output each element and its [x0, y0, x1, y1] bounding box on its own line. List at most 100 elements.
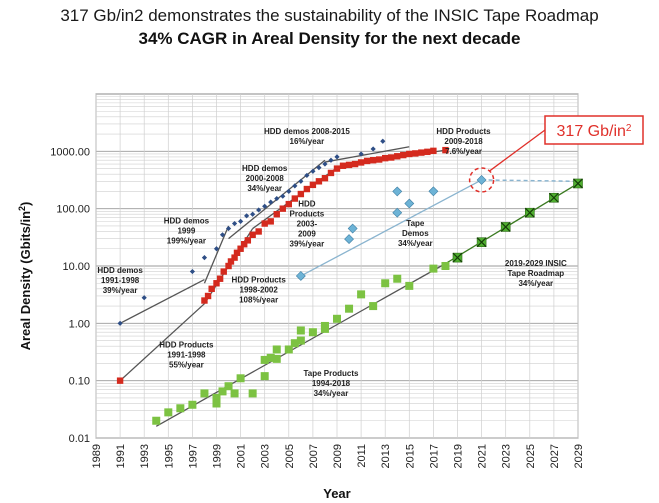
annotation-line: 2003- [297, 219, 318, 228]
data-point [394, 153, 401, 160]
data-point [351, 160, 359, 168]
data-point [296, 326, 305, 335]
y-tick-label: 1.00 [69, 318, 90, 330]
y-axis-label-sup: 2 [17, 206, 27, 211]
data-point [412, 150, 419, 157]
x-tick-label: 2013 [380, 444, 392, 468]
annotation-line: HDD Products [232, 275, 287, 284]
data-point-mark [573, 178, 583, 189]
data-point [152, 416, 161, 425]
annotation-line: 34%/year [314, 389, 349, 398]
data-point [189, 268, 195, 275]
annotation-line: Tape Products [303, 369, 359, 378]
data-point [244, 213, 250, 219]
data-point [333, 314, 341, 323]
data-point [321, 174, 329, 182]
data-point [218, 387, 227, 396]
annotation-line: 1991-1998 [101, 276, 140, 285]
data-point [429, 264, 438, 273]
trend-line [203, 225, 230, 284]
annotation-line: HDD demos [97, 266, 143, 275]
data-point [225, 225, 232, 232]
data-point [273, 211, 280, 218]
data-point [225, 262, 232, 270]
data-point [268, 199, 274, 205]
data-point [476, 175, 487, 185]
data-point [369, 157, 377, 164]
annotation-label: HDD demos 1991-1998 39%/year [97, 266, 143, 295]
data-point [236, 374, 245, 383]
data-point [250, 211, 256, 217]
data-point [249, 231, 256, 239]
trend-line [481, 179, 579, 183]
data-point [266, 353, 275, 362]
data-point [327, 169, 335, 177]
y-axis-label: Areal Density (Gbits/in2) [17, 202, 33, 351]
data-point [345, 304, 354, 313]
data-point [213, 246, 220, 252]
data-point [405, 281, 414, 290]
data-point [382, 154, 389, 162]
data-point [284, 345, 293, 354]
annotation-line: 7.6%/year [445, 147, 482, 156]
data-point [141, 295, 147, 301]
data-point [272, 354, 281, 363]
x-tick-label: 2021 [477, 444, 489, 468]
annotation-line: Products [290, 209, 325, 218]
x-tick-label: 2025 [525, 444, 537, 468]
data-point [237, 245, 244, 252]
data-point [392, 186, 403, 197]
data-point [256, 207, 262, 213]
annotation-line: 34%/year [518, 279, 553, 288]
grid [95, 93, 579, 439]
x-tick-label: 2017 [428, 444, 440, 468]
data-point [381, 279, 390, 288]
data-point [347, 223, 358, 234]
data-point [164, 408, 173, 417]
data-point [328, 157, 334, 163]
data-point [176, 404, 185, 413]
data-point [315, 178, 323, 185]
x-tick-label: 1999 [212, 444, 224, 468]
data-point [428, 186, 439, 197]
annotation-label: HDD Products 1998-2002 108%/year [232, 275, 287, 304]
data-point [244, 237, 252, 244]
chart-title: 317 Gb/in2 demonstrates the sustainabili… [60, 6, 599, 25]
annotation-line: 1999 [177, 227, 195, 236]
data-point [238, 218, 244, 224]
annotation-line: 2000-2008 [246, 174, 285, 183]
x-tick-label: 2029 [573, 444, 585, 468]
data-point-mark [452, 252, 463, 263]
data-point [334, 154, 340, 160]
x-tick-label: 2009 [332, 444, 344, 468]
data-point [333, 165, 341, 172]
data-point [369, 302, 378, 311]
annotation-line: 1998-2002 [240, 285, 279, 294]
annotation-label: Tape Products 1994-2018 34%/year [303, 369, 359, 398]
data-point [303, 185, 311, 193]
axes: 0.01 0.10 1.00 10.00 100.00 1000.00 1989 1991 19… [17, 146, 585, 501]
data-point [230, 389, 239, 398]
x-tick-label: 2005 [284, 444, 296, 468]
annotation-line: HDD Products [159, 340, 214, 349]
data-point [388, 154, 395, 161]
y-axis-label-base: Areal Density (Gbits/in [18, 211, 33, 350]
data-point [344, 234, 354, 244]
data-point [200, 389, 209, 398]
annotation-line: 2009-2018 [444, 137, 483, 146]
data-point [286, 188, 292, 195]
data-point [231, 254, 238, 261]
data-point [357, 159, 365, 166]
data-point [424, 148, 431, 156]
data-point [241, 241, 248, 248]
trend-line [119, 278, 205, 324]
data-point [406, 150, 413, 158]
trend-line [300, 179, 482, 277]
data-point [322, 161, 328, 167]
data-point [370, 146, 376, 152]
data-point [285, 200, 292, 208]
data-point [262, 203, 268, 209]
data-point [298, 178, 304, 184]
callout-label-base: 317 Gb/in [557, 123, 626, 140]
annotation-line: 39%/year [103, 286, 138, 295]
